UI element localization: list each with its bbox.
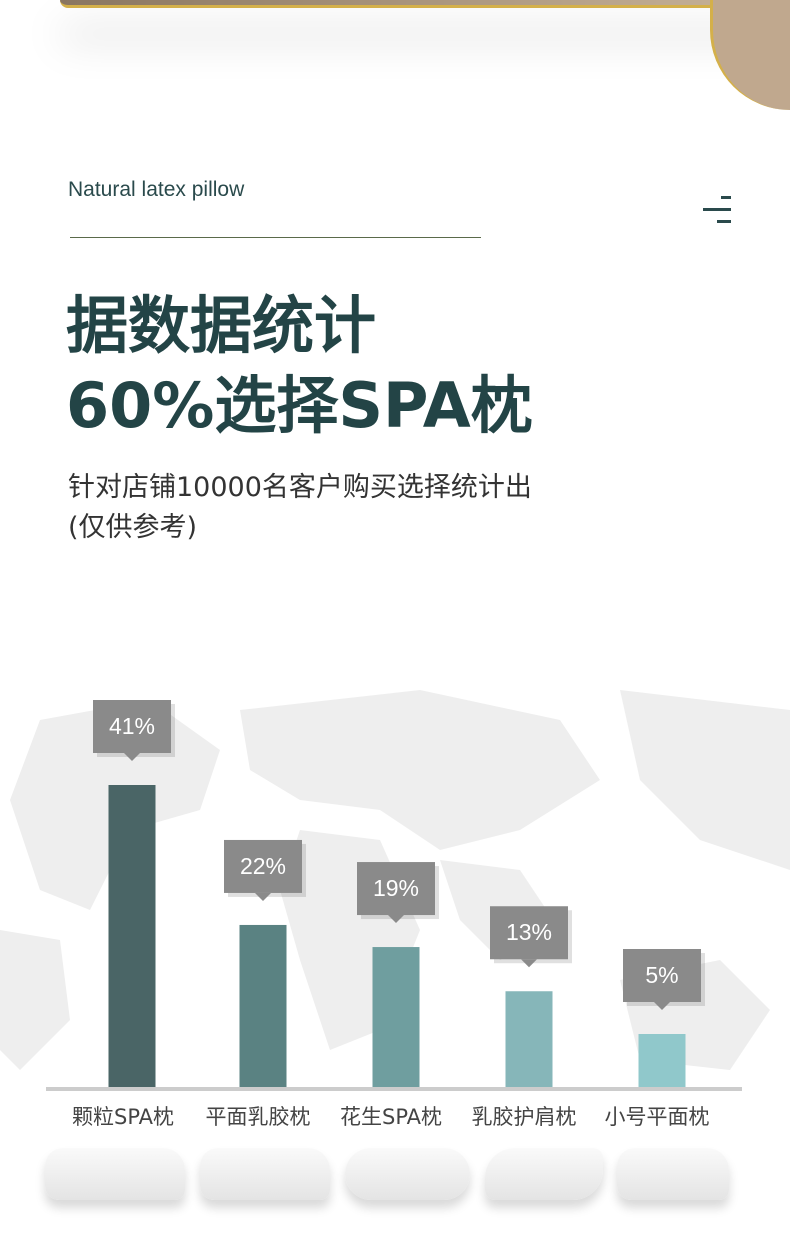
data-label: 41% [109, 713, 155, 739]
pillow-image-small-flat [617, 1148, 729, 1200]
category-label: 花生SPA枕 [340, 1105, 442, 1129]
pillow-image-flat-latex [200, 1148, 330, 1200]
top-banner-decoration [60, 0, 790, 8]
category-label: 颗粒SPA枕 [72, 1105, 174, 1129]
description-line1: 针对店铺10000名客户购买选择统计出 [68, 472, 532, 503]
menu-lines-icon [703, 196, 731, 232]
data-label-box [224, 839, 302, 893]
data-label-pointer [654, 1002, 670, 1010]
bar-4 [505, 991, 553, 1087]
data-label: 19% [373, 875, 419, 901]
category-label: 小号平面枕 [605, 1105, 710, 1129]
description-line2: (仅供参考) [68, 512, 198, 543]
bar-5 [638, 1034, 686, 1087]
data-label: 13% [506, 919, 552, 945]
headline-line1: 据数据统计 [66, 289, 377, 362]
headline: 据数据统计 60%选择SPA枕 [66, 286, 533, 446]
bar-2 [239, 924, 287, 1087]
data-label-pointer [124, 753, 140, 761]
divider [70, 237, 481, 238]
pillow-image-shoulder-latex [485, 1148, 603, 1200]
bar-3 [372, 947, 420, 1087]
category-label: 乳胶护肩枕 [472, 1105, 577, 1129]
subtitle: Natural latex pillow [68, 178, 245, 201]
pillow-image-granule-spa [45, 1148, 185, 1200]
category-label: 平面乳胶枕 [206, 1105, 311, 1129]
bar-1 [108, 785, 156, 1087]
data-label-box [357, 862, 435, 916]
x-axis-line [46, 1087, 742, 1091]
description: 针对店铺10000名客户购买选择统计出 (仅供参考) [68, 468, 532, 548]
headline-line2: 60%选择SPA枕 [66, 369, 533, 442]
data-label-box [623, 949, 701, 1002]
data-label-box [93, 700, 171, 753]
data-label-box [490, 906, 568, 960]
data-label-pointer [388, 915, 404, 924]
data-label-pointer [255, 892, 271, 901]
data-label: 22% [240, 853, 286, 879]
pillow-image-peanut-spa [345, 1148, 470, 1200]
data-label: 5% [645, 962, 678, 988]
data-label-pointer [521, 959, 537, 968]
